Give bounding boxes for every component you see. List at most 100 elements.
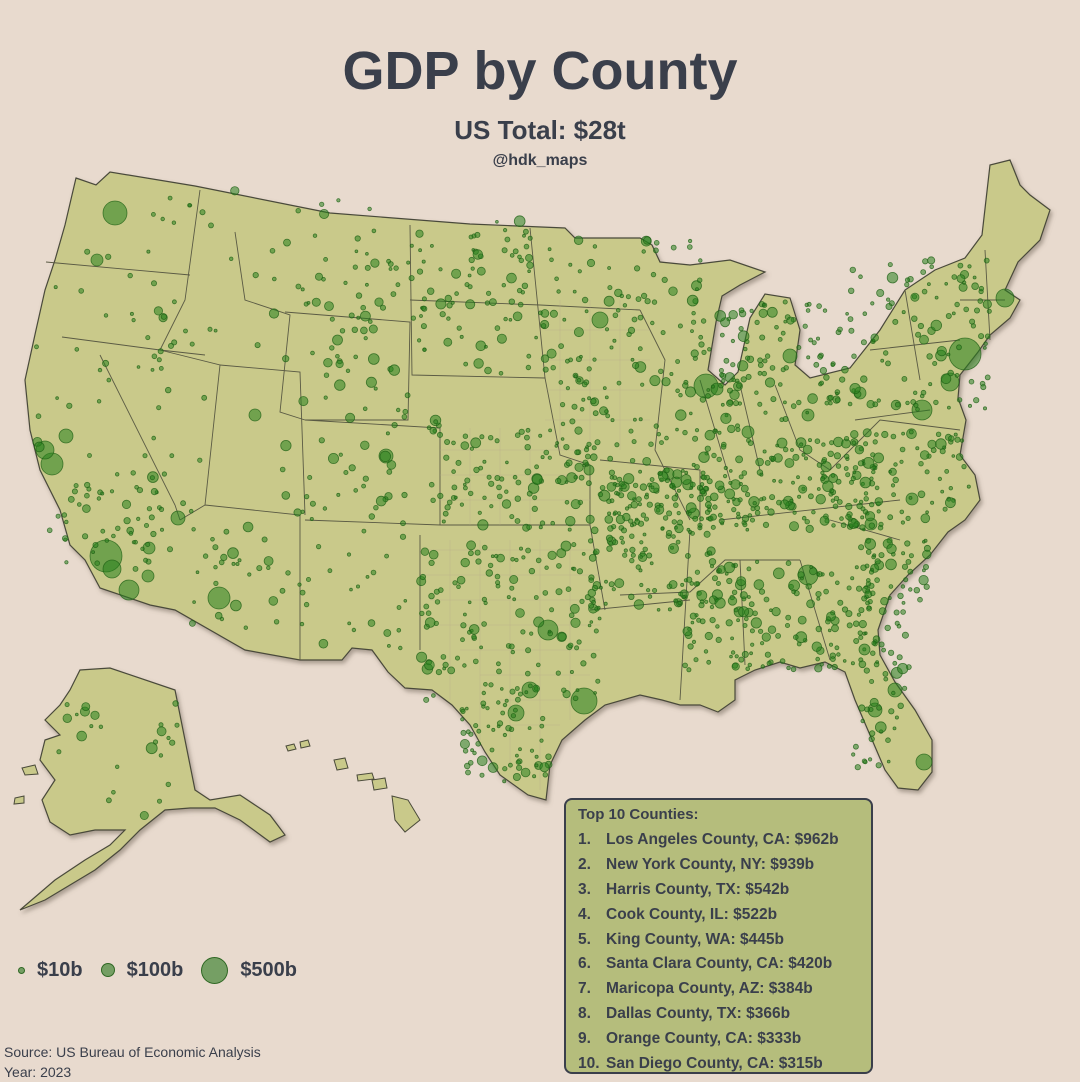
county-bubble: [383, 629, 392, 637]
county-bubble: [573, 235, 584, 246]
county-bubble: [604, 395, 609, 400]
county-bubble: [612, 481, 617, 487]
county-bubble: [919, 450, 930, 460]
county-bubble: [789, 498, 794, 503]
county-bubble: [922, 258, 929, 265]
county-bubble: [890, 483, 896, 488]
county-bubble: [890, 433, 897, 440]
county-bubble: [581, 552, 586, 556]
county-bubble: [888, 469, 892, 474]
county-bubble: [892, 318, 899, 325]
county-bubble: [629, 557, 635, 564]
county-bubble: [622, 512, 631, 522]
county-bubble: [353, 354, 359, 360]
county-bubble: [355, 584, 360, 589]
county-bubble: [643, 236, 652, 245]
county-bubble: [668, 580, 678, 589]
county-bubble: [969, 318, 976, 325]
county-bubble: [545, 753, 552, 760]
county-bubble: [704, 429, 716, 441]
county-bubble: [164, 386, 172, 394]
county-bubble: [309, 517, 314, 522]
county-bubble: [826, 663, 832, 669]
county-bubble: [770, 455, 777, 462]
county-bubble: [896, 654, 903, 661]
county-bubble: [462, 663, 467, 668]
county-bubble: [603, 295, 615, 307]
county-bubble: [90, 710, 100, 720]
county-bubble: [690, 620, 695, 625]
king-bubble: [102, 200, 128, 226]
county-bubble: [254, 342, 261, 349]
county-bubble: [723, 561, 736, 574]
county-bubble: [920, 513, 931, 524]
county-bubble: [908, 495, 913, 500]
county-bubble: [700, 318, 707, 324]
county-bubble: [644, 516, 650, 522]
county-bubble: [620, 540, 625, 545]
county-bubble: [740, 376, 747, 383]
maricopa-bubble: [207, 586, 231, 610]
county-bubble: [760, 664, 765, 669]
county-bubble: [396, 605, 402, 610]
county-bubble: [590, 398, 597, 405]
county-bubble: [416, 268, 424, 275]
county-bubble: [653, 240, 660, 246]
county-bubble: [940, 489, 945, 494]
county-bubble: [540, 455, 545, 460]
county-bubble: [145, 335, 151, 341]
county-bubble: [524, 468, 532, 476]
county-bubble: [652, 588, 658, 594]
county-bubble: [650, 320, 655, 326]
county-bubble: [188, 620, 196, 627]
county-bubble: [785, 560, 792, 566]
county-bubble: [523, 243, 530, 250]
county-bubble: [790, 448, 794, 452]
county-bubble: [515, 764, 523, 771]
county-bubble: [584, 309, 589, 314]
county-bubble: [443, 454, 450, 461]
county-bubble: [139, 811, 149, 821]
county-bubble: [488, 435, 494, 441]
county-bubble: [105, 253, 112, 260]
county-bubble: [901, 631, 909, 639]
county-bubble: [360, 304, 367, 311]
county-bubble: [887, 596, 892, 601]
county-bubble: [567, 527, 572, 532]
county-bubble: [508, 298, 515, 305]
county-bubble: [951, 274, 958, 280]
county-bubble: [529, 631, 534, 636]
county-bubble: [470, 266, 475, 271]
county-bubble: [475, 558, 482, 565]
county-bubble: [576, 377, 582, 383]
county-bubble: [521, 282, 529, 289]
county-bubble: [482, 459, 487, 464]
county-bubble: [348, 464, 356, 472]
county-bubble: [811, 641, 823, 652]
county-bubble: [747, 513, 753, 518]
county-bubble: [305, 577, 311, 583]
county-bubble: [738, 656, 745, 663]
county-bubble: [612, 475, 618, 481]
county-bubble: [591, 584, 599, 592]
county-bubble: [820, 476, 826, 482]
county-bubble: [428, 481, 435, 488]
county-bubble: [149, 475, 155, 481]
county-bubble: [323, 372, 330, 378]
county-bubble: [526, 353, 532, 359]
county-bubble: [813, 361, 820, 368]
county-bubble: [588, 554, 597, 562]
county-bubble: [747, 440, 754, 447]
county-bubble: [884, 624, 891, 632]
rank: 10.: [578, 1055, 600, 1073]
county-bubble: [123, 517, 131, 525]
county-bubble: [829, 488, 835, 494]
year-text: Year: 2023: [4, 1064, 72, 1080]
county-bubble: [743, 616, 749, 622]
county-bubble: [780, 330, 786, 336]
county-bubble: [637, 502, 642, 507]
county-bubble: [466, 540, 477, 551]
county-bubble: [772, 567, 785, 580]
county-bubble: [532, 495, 538, 501]
county-bubble: [115, 525, 121, 531]
